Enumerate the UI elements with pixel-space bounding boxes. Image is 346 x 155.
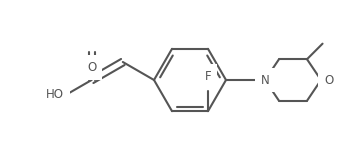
Text: N: N — [261, 73, 270, 86]
Text: O: O — [87, 61, 96, 74]
Text: HO: HO — [46, 89, 64, 102]
Text: O: O — [324, 73, 333, 86]
Text: F: F — [205, 70, 211, 83]
